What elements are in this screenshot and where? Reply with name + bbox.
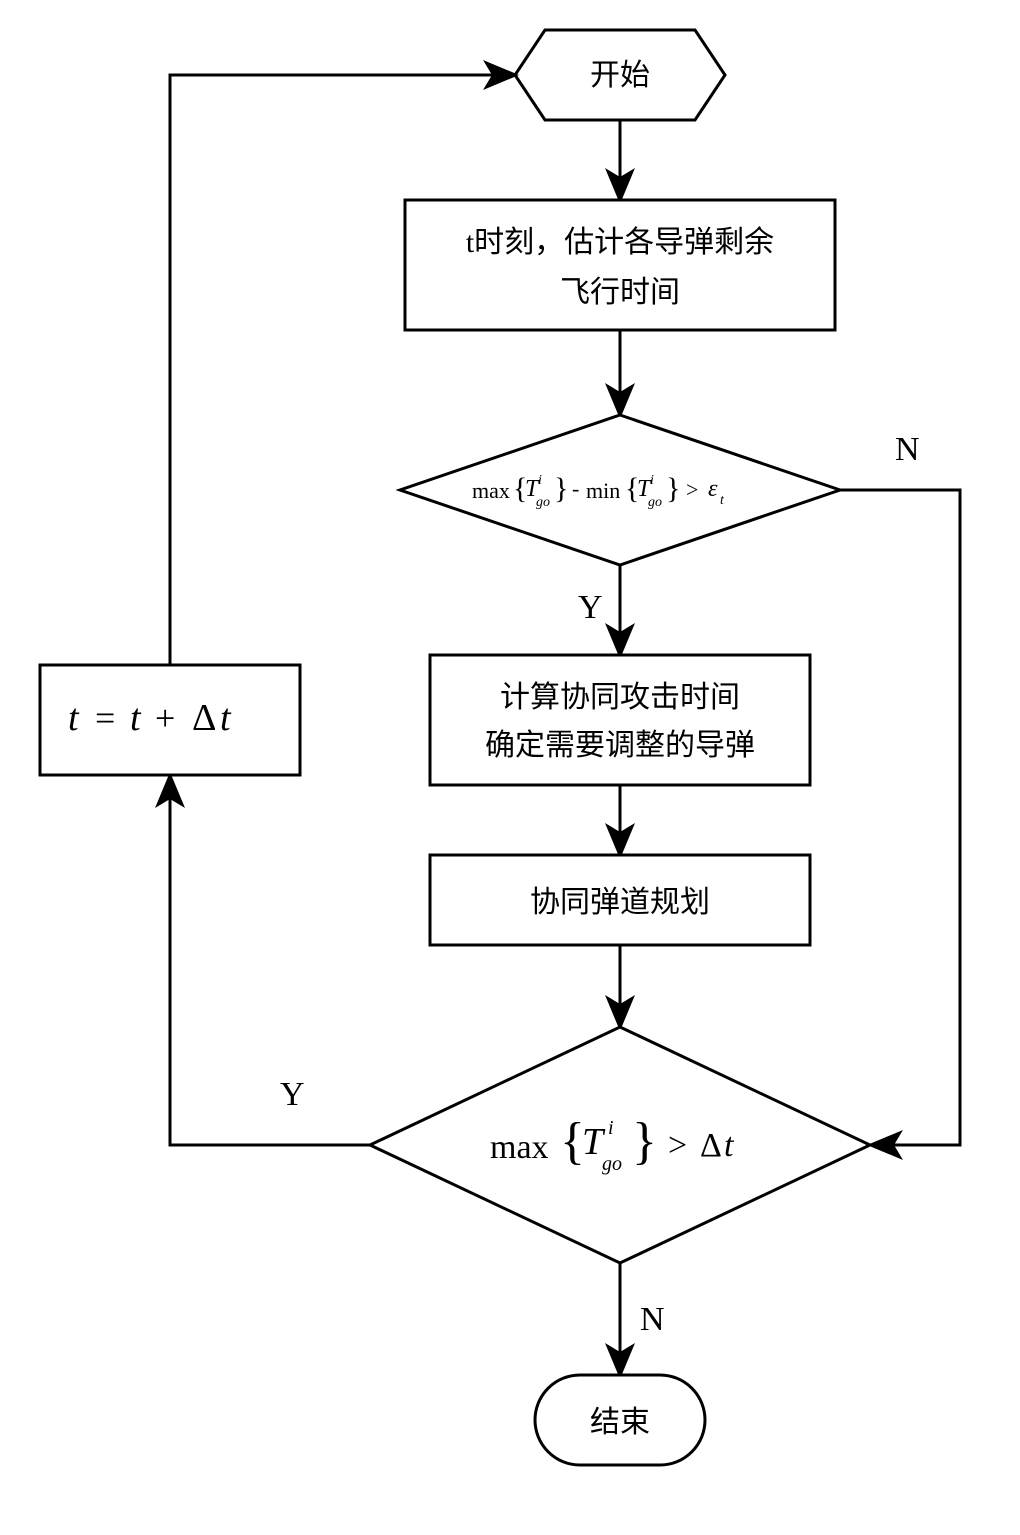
node-decision1: max { T i go } - min { T i go } > ε t	[400, 415, 840, 565]
svg-text:ε: ε	[708, 476, 718, 502]
svg-text:t: t	[130, 697, 142, 739]
svg-text:+: +	[155, 698, 175, 738]
svg-text:i: i	[650, 473, 654, 488]
end-label: 结束	[590, 1406, 650, 1439]
label-y2: Y	[280, 1076, 305, 1113]
node-plan: 协同弹道规划	[430, 855, 810, 945]
calc-line2: 确定需要调整的导弹	[485, 729, 755, 762]
label-y1: Y	[578, 589, 603, 626]
svg-text:i: i	[538, 473, 542, 488]
node-calc: 计算协同攻击时间 确定需要调整的导弹	[430, 655, 810, 785]
edge-decision1-n	[840, 490, 960, 1145]
calc-line1: 计算协同攻击时间	[500, 681, 740, 714]
node-update: t = t + Δ t	[40, 665, 300, 775]
svg-text:min: min	[586, 478, 620, 503]
svg-text:go: go	[648, 495, 662, 510]
node-end: 结束	[535, 1375, 705, 1465]
svg-text:t: t	[220, 697, 232, 739]
estimate-line2: 飞行时间	[560, 276, 680, 309]
estimate-line1: t时刻，估计各导弹剩余	[466, 226, 774, 259]
svg-text:>: >	[668, 1127, 687, 1164]
svg-text:Δ: Δ	[192, 697, 216, 739]
flowchart-canvas: 开始 t时刻，估计各导弹剩余 飞行时间 max { T i go } - min…	[0, 0, 1020, 1535]
svg-text:>: >	[686, 477, 698, 502]
edge-update-start	[170, 75, 513, 665]
svg-text:=: =	[95, 698, 115, 738]
svg-text:t: t	[724, 1127, 735, 1164]
svg-text:-: -	[572, 476, 579, 501]
node-start: 开始	[515, 30, 725, 120]
start-label: 开始	[590, 59, 650, 92]
svg-text:}: }	[554, 472, 568, 505]
node-estimate: t时刻，估计各导弹剩余 飞行时间	[405, 200, 835, 330]
node-decision2: max { T i go } > Δ t	[370, 1027, 870, 1263]
label-n1: N	[895, 431, 920, 468]
svg-text:i: i	[608, 1117, 614, 1139]
svg-text:max: max	[472, 478, 510, 503]
svg-text:go: go	[602, 1153, 622, 1175]
svg-text:}: }	[666, 472, 680, 505]
svg-text:go: go	[536, 495, 550, 510]
svg-text:t: t	[68, 697, 80, 739]
edge-decision2-y	[170, 778, 370, 1145]
svg-text:}: }	[632, 1113, 657, 1170]
plan-label: 协同弹道规划	[530, 886, 710, 919]
label-n2: N	[640, 1301, 665, 1338]
svg-text:max: max	[490, 1129, 549, 1166]
svg-text:Δ: Δ	[700, 1127, 722, 1164]
